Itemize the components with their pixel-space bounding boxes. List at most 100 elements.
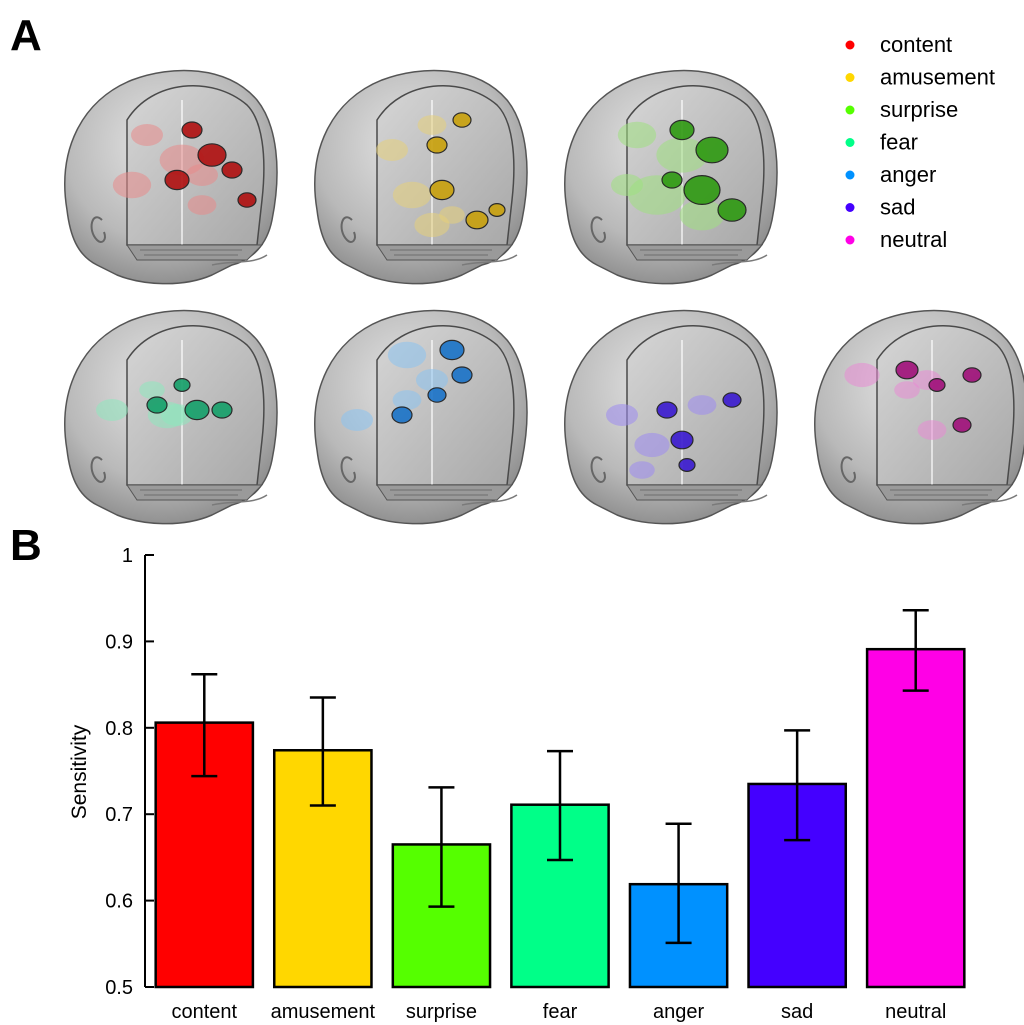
projected-cluster — [606, 404, 638, 426]
emotion-legend: content amusement surprise fear anger sad neut… — [845, 32, 995, 252]
legend-label-fear: fear — [880, 130, 918, 155]
projected-cluster — [341, 409, 373, 431]
bar-neutral — [865, 647, 966, 989]
activation-cluster — [669, 119, 695, 141]
legend-label-surprise: surprise — [880, 97, 958, 122]
projected-cluster — [629, 461, 655, 479]
activation-cluster — [439, 339, 465, 361]
x-tick-label-sad: sad — [781, 1001, 813, 1023]
brain-renderings — [63, 69, 1024, 525]
activation-cluster — [221, 161, 243, 179]
projected-cluster — [376, 139, 408, 161]
axes-group: content amusement surprise fear anger sad neut… — [105, 545, 946, 1023]
x-tick-label-fear: fear — [543, 1001, 578, 1023]
y-tick-label-0.8: 0.8 — [105, 718, 133, 740]
activation-cluster — [146, 396, 168, 414]
brain-amusement — [313, 69, 528, 285]
activation-cluster — [429, 179, 455, 201]
legend-marker-anger — [845, 170, 855, 180]
legend-label-content: content — [880, 32, 952, 57]
legend-marker-amusement — [845, 73, 855, 82]
activation-cluster — [465, 210, 489, 230]
panel-label-a: A — [10, 11, 42, 60]
activation-cluster — [678, 458, 696, 473]
projected-cluster — [917, 420, 947, 440]
projected-cluster — [894, 381, 920, 399]
activation-cluster — [656, 401, 678, 419]
projected-cluster — [439, 206, 465, 224]
projected-cluster — [687, 395, 717, 415]
brain-neutral — [813, 309, 1024, 525]
x-tick-label-anger: anger — [653, 1001, 704, 1023]
projected-cluster — [186, 164, 218, 186]
error-bar-fear — [547, 749, 573, 862]
projected-cluster — [416, 369, 448, 391]
projected-cluster — [131, 124, 163, 146]
projected-cluster — [187, 195, 217, 215]
projected-cluster — [387, 341, 427, 369]
activation-cluster — [695, 136, 729, 164]
error-bar-content — [191, 672, 218, 778]
projected-cluster — [392, 181, 432, 209]
activation-cluster — [670, 430, 694, 450]
activation-cluster — [197, 143, 227, 167]
legend-marker-fear — [845, 138, 855, 147]
activation-cluster — [661, 171, 683, 189]
error-bar-anger — [665, 822, 692, 945]
error-bars-group — [191, 609, 929, 945]
activation-cluster — [895, 360, 919, 380]
activation-cluster — [391, 406, 413, 424]
projected-cluster — [844, 362, 880, 388]
activation-cluster — [181, 121, 203, 139]
projected-cluster — [96, 399, 128, 421]
projected-cluster — [417, 115, 447, 135]
projected-cluster — [611, 174, 643, 196]
activation-cluster — [184, 399, 210, 421]
y-tick-label-0.6: 0.6 — [105, 891, 133, 913]
y-tick-label-0.7: 0.7 — [105, 804, 133, 826]
activation-cluster — [211, 401, 233, 419]
projected-cluster — [392, 390, 422, 410]
error-bar-sad — [784, 729, 811, 842]
brain-sad — [563, 309, 778, 525]
brain-surprise — [563, 69, 778, 285]
legend-marker-neutral — [845, 235, 855, 245]
x-tick-label-neutral: neutral — [885, 1001, 946, 1023]
legend-marker-sad — [845, 203, 855, 212]
legend-label-sad: sad — [880, 195, 915, 220]
activation-cluster — [928, 377, 946, 392]
activation-cluster — [683, 174, 721, 205]
y-axis-title: Sensitivity — [68, 724, 91, 819]
projected-cluster — [634, 432, 670, 458]
brain-content — [63, 69, 278, 285]
error-bar-neutral — [902, 609, 929, 692]
projected-cluster — [679, 199, 725, 231]
activation-cluster — [452, 112, 472, 128]
brain-fear — [63, 309, 278, 525]
projected-cluster — [139, 381, 165, 399]
brain-anger — [313, 309, 528, 525]
projected-cluster — [112, 171, 152, 199]
activation-cluster — [427, 387, 447, 403]
projected-cluster — [617, 121, 657, 149]
activation-cluster — [164, 169, 190, 191]
activation-cluster — [451, 366, 473, 384]
projected-cluster — [656, 137, 708, 173]
y-tick-label-0.5: 0.5 — [105, 977, 133, 999]
x-tick-label-amusement: amusement — [271, 1001, 376, 1023]
activation-cluster — [426, 136, 448, 154]
activation-cluster — [173, 377, 191, 392]
legend-marker-content — [845, 40, 855, 50]
sensitivity-bar-chart: content amusement surprise fear anger sad neut… — [68, 545, 966, 1023]
y-tick-label-1: 1 — [122, 545, 133, 567]
activation-cluster — [722, 392, 742, 408]
panel-label-b: B — [10, 521, 42, 570]
activation-cluster — [717, 198, 747, 222]
legend-label-neutral: neutral — [880, 227, 947, 252]
activation-cluster — [962, 367, 982, 383]
error-bar-surprise — [428, 786, 455, 908]
x-tick-label-surprise: surprise — [406, 1001, 477, 1023]
activation-cluster — [488, 203, 506, 218]
activation-cluster — [237, 192, 257, 208]
